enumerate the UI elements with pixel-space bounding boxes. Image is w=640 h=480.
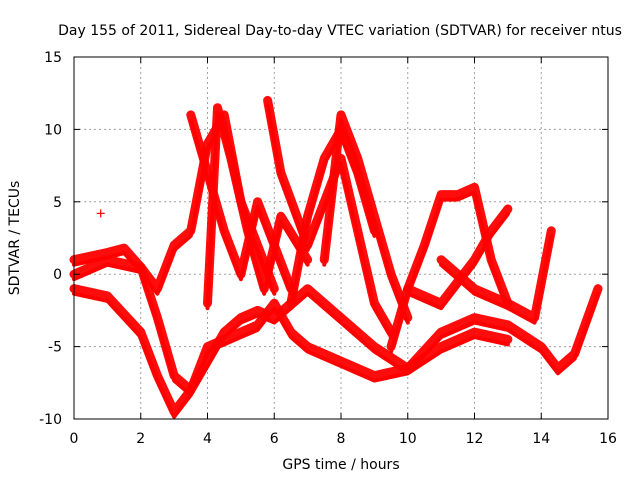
axis-ticks xyxy=(73,56,609,420)
data-traces xyxy=(69,95,603,419)
series-sat-e-spread xyxy=(205,110,310,311)
x-tick-labels: 0 2 4 6 8 10 12 14 16 xyxy=(70,431,617,447)
x-tick-label: 12 xyxy=(466,431,484,447)
x-tick-label: 14 xyxy=(532,431,550,447)
series-sat-k-spread xyxy=(439,233,554,325)
x-tick-label: 10 xyxy=(399,431,417,447)
y-tick-label: 15 xyxy=(44,50,62,66)
series-sat-b-spread xyxy=(72,291,510,419)
y-axis-label: SDTVAR / TECUs xyxy=(7,181,23,296)
y-tick-label: -5 xyxy=(48,340,62,356)
series-sat-j xyxy=(403,204,513,308)
y-tick-label: 10 xyxy=(44,122,62,138)
series-sat-h-spread xyxy=(322,117,410,325)
x-tick-label: 2 xyxy=(136,431,145,447)
y-tick-label: 5 xyxy=(53,195,62,211)
y-tick-label: -10 xyxy=(39,412,62,428)
x-tick-label: 8 xyxy=(337,431,346,447)
series-sat-j-spread xyxy=(405,212,510,311)
x-tick-label: 0 xyxy=(70,431,79,447)
y-tick-labels: -10 -5 0 5 10 15 xyxy=(39,50,62,428)
x-tick-label: 6 xyxy=(270,431,279,447)
x-axis-label: GPS time / hours xyxy=(282,457,399,473)
x-tick-label: 16 xyxy=(599,431,617,447)
chart-title: Day 155 of 2011, Sidereal Day-to-day VTE… xyxy=(58,23,622,39)
x-tick-label: 4 xyxy=(203,431,212,447)
y-tick-label: 0 xyxy=(53,267,62,283)
